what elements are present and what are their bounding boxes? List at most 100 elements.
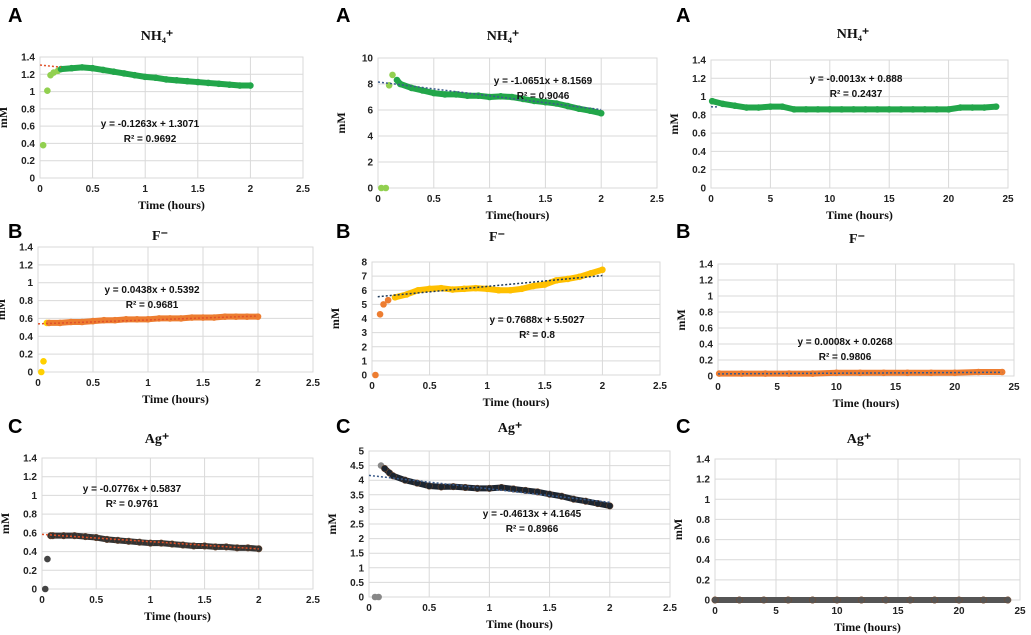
data-point: [125, 537, 133, 545]
chart-panel: A NH₄⁺ 0 0.2 0.4 0.6 0.8 1 1.2 1.4 0 0.5 1 1.5 2 2.5 Tim…: [0, 5, 310, 212]
trendline: [377, 274, 603, 298]
data-point: [762, 370, 769, 377]
data-point: [850, 106, 857, 113]
data-point: [122, 316, 130, 323]
x-axis-label: Time (hours): [144, 609, 211, 623]
x-tick-label: 25: [1014, 606, 1026, 617]
y-tick-label: 1: [704, 495, 710, 506]
data-point: [430, 89, 438, 97]
x-tick-label: 1: [484, 381, 490, 392]
y-tick-label: 1.5: [350, 549, 364, 560]
x-tick-label: 20: [943, 194, 955, 205]
y-tick-label: 0: [361, 371, 367, 382]
y-tick-label: 0.8: [696, 515, 710, 526]
panel-letter: A: [676, 5, 690, 27]
data-point: [144, 316, 152, 323]
y-tick-label: 1: [361, 356, 367, 367]
data-point: [173, 77, 181, 84]
chart-title: NH₄⁺: [141, 29, 174, 44]
trend-equation: y = -0.0776x + 0.5837: [83, 484, 182, 495]
y-tick-label: 0: [31, 585, 37, 596]
x-tick-label: 2: [598, 194, 604, 205]
chart-panel: B F⁻ 0 1 2 3 4 5 6 7 8 0 0.5 1 1.5 2 2.5 Time (hours) mM y …: [328, 221, 667, 409]
data-point: [401, 476, 409, 484]
chart-title: Ag⁺: [847, 432, 872, 447]
data-point: [452, 91, 460, 98]
trendline: [377, 81, 602, 111]
x-tick-label: 0: [39, 595, 45, 606]
y-tick-label: 8: [367, 80, 373, 91]
data-point: [56, 319, 64, 327]
y-tick-label: 0.4: [692, 147, 706, 158]
data-point: [719, 100, 727, 108]
data-point: [375, 593, 382, 601]
x-tick-label: 1.5: [538, 194, 552, 205]
data-point: [89, 64, 96, 72]
data-point: [955, 596, 963, 604]
data-point: [606, 502, 614, 510]
data-point: [885, 106, 893, 113]
x-tick-label: 20: [953, 606, 965, 617]
y-axis-label: mM: [0, 107, 10, 128]
data-point: [731, 102, 739, 110]
y-tick-label: 2: [358, 534, 364, 545]
x-tick-label: 5: [773, 606, 779, 617]
x-axis-label: Time (hours): [834, 620, 901, 634]
data-point: [473, 484, 481, 492]
data-point: [376, 310, 384, 318]
plot-area: [714, 458, 1021, 601]
data-point: [413, 479, 421, 487]
data-point: [236, 82, 244, 89]
y-tick-label: 1.4: [23, 454, 37, 465]
chart-panel: A NH₄⁺ 0 2 4 6 8 10 0 0.5 1 1.5 2 2.5 Time(hours) mM y =…: [334, 5, 664, 222]
data-point: [461, 483, 469, 492]
data-point: [594, 500, 602, 508]
data-point: [381, 464, 389, 473]
data-point: [426, 285, 433, 293]
y-tick-label: 4: [358, 476, 364, 487]
data-point: [152, 74, 160, 82]
x-tick-label: 0: [708, 194, 714, 205]
x-tick-label: 0: [35, 378, 41, 389]
x-tick-label: 2: [607, 603, 613, 614]
y-tick-label: 0.8: [21, 104, 35, 115]
y-tick-label: 1.4: [699, 260, 713, 271]
y-tick-label: 1: [31, 491, 37, 502]
x-tick-label: 15: [892, 606, 904, 617]
chart-title: Ag⁺: [498, 421, 523, 436]
chart-panel: B F⁻ 0 0.2 0.4 0.6 0.8 1 1.2 1.4 0 5 10 15 20 25 Time (h…: [674, 221, 1020, 410]
data-point: [979, 596, 987, 604]
data-point: [463, 92, 471, 99]
y-axis-label: mM: [674, 309, 688, 330]
y-tick-label: 3.5: [350, 490, 364, 501]
y-tick-label: 0.2: [692, 165, 706, 176]
y-tick-label: 0.4: [699, 340, 713, 351]
y-tick-label: 1: [700, 92, 706, 103]
data-point: [586, 107, 594, 114]
trendline: [37, 315, 259, 325]
r-squared: R² = 0.9761: [106, 499, 159, 510]
y-tick-label: 0.2: [696, 575, 710, 586]
x-tick-label: 1.5: [198, 595, 212, 606]
chart-title: F⁻: [849, 232, 865, 247]
x-tick-label: 15: [890, 382, 902, 393]
x-tick-label: 2.5: [306, 595, 320, 606]
x-tick-label: 2: [248, 184, 254, 195]
panel-letter: B: [336, 221, 350, 243]
data-point: [38, 368, 45, 376]
x-axis-label: Time(hours): [486, 208, 550, 222]
data-point: [599, 266, 606, 274]
data-point: [969, 104, 976, 111]
y-tick-label: 0: [704, 596, 710, 607]
x-tick-label: 0.5: [89, 595, 103, 606]
y-tick-label: 1.2: [21, 70, 35, 81]
x-tick-label: 0: [715, 382, 721, 393]
data-point: [521, 486, 530, 494]
r-squared: R² = 0.9692: [124, 134, 177, 145]
x-tick-label: 2.5: [663, 603, 677, 614]
y-tick-label: 2.5: [350, 520, 364, 531]
y-tick-label: 1: [29, 87, 35, 98]
y-tick-label: 2: [361, 342, 367, 353]
x-tick-label: 0.5: [427, 194, 441, 205]
data-point: [382, 184, 390, 192]
